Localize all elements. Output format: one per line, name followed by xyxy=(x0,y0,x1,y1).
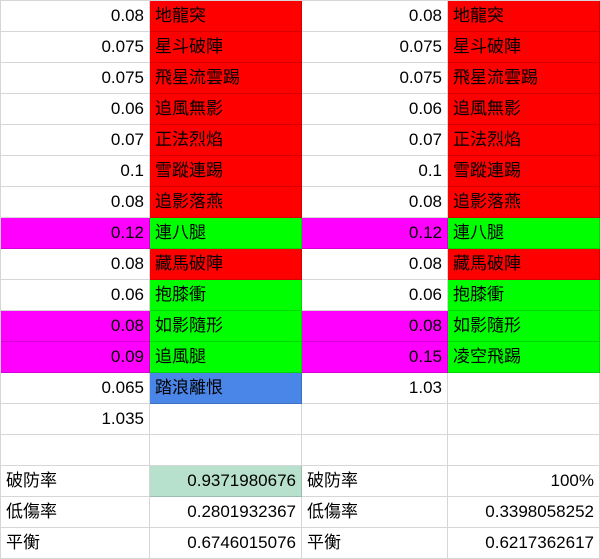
move-name-cell[interactable]: 雪蹤連踢 xyxy=(448,156,600,187)
move-value-cell[interactable]: 0.08 xyxy=(1,187,150,218)
move-value-cell[interactable]: 0.08 xyxy=(302,249,448,280)
stat-label-cell[interactable]: 破防率 xyxy=(1,466,150,497)
move-value-cell[interactable]: 0.09 xyxy=(1,342,150,373)
move-value-cell[interactable]: 0.08 xyxy=(1,249,150,280)
move-name-cell[interactable]: 星斗破陣 xyxy=(150,32,302,63)
empty-cell[interactable] xyxy=(1,435,150,466)
move-name-cell[interactable]: 飛星流雲踢 xyxy=(448,63,600,94)
move-name-cell[interactable]: 追風無影 xyxy=(150,94,302,125)
move-value-cell[interactable]: 0.06 xyxy=(302,94,448,125)
empty-cell[interactable] xyxy=(448,435,600,466)
stat-label-cell[interactable]: 低傷率 xyxy=(1,497,150,528)
empty-cell[interactable] xyxy=(448,404,600,435)
move-name-cell[interactable]: 抱膝衝 xyxy=(448,280,600,311)
move-value-cell[interactable]: 0.08 xyxy=(302,1,448,32)
empty-cell[interactable] xyxy=(302,435,448,466)
move-name-cell[interactable]: 連八腿 xyxy=(448,218,600,249)
stat-value-cell[interactable]: 0.9371980676 xyxy=(150,466,302,497)
move-name-cell[interactable]: 正法烈焰 xyxy=(448,125,600,156)
move-name-cell[interactable]: 正法烈焰 xyxy=(150,125,302,156)
move-value-cell[interactable]: 0.075 xyxy=(1,63,150,94)
move-value-cell[interactable]: 0.12 xyxy=(1,218,150,249)
move-name-cell[interactable]: 凌空飛踢 xyxy=(448,342,600,373)
move-name-cell[interactable]: 如影隨形 xyxy=(150,311,302,342)
move-value-cell[interactable]: 0.1 xyxy=(302,156,448,187)
stat-label-cell[interactable]: 破防率 xyxy=(302,466,448,497)
move-value-cell[interactable]: 0.08 xyxy=(1,311,150,342)
empty-cell[interactable] xyxy=(150,404,302,435)
stat-label-cell[interactable]: 平衡 xyxy=(302,528,448,559)
move-name-cell[interactable]: 地龍突 xyxy=(448,1,600,32)
empty-cell[interactable] xyxy=(302,404,448,435)
move-name-cell[interactable]: 抱膝衝 xyxy=(150,280,302,311)
move-value-cell[interactable]: 0.07 xyxy=(302,125,448,156)
total-value-cell[interactable]: 1.03 xyxy=(302,373,448,404)
stat-value-cell[interactable]: 0.6746015076 xyxy=(150,528,302,559)
move-value-cell[interactable]: 0.08 xyxy=(302,187,448,218)
move-value-cell[interactable]: 0.06 xyxy=(302,280,448,311)
move-name-cell[interactable]: 星斗破陣 xyxy=(448,32,600,63)
stat-label-cell[interactable]: 低傷率 xyxy=(302,497,448,528)
stat-value-cell[interactable]: 0.3398058252 xyxy=(448,497,600,528)
move-value-cell[interactable]: 0.06 xyxy=(1,280,150,311)
move-name-cell[interactable]: 地龍突 xyxy=(150,1,302,32)
move-name-cell[interactable]: 追風無影 xyxy=(448,94,600,125)
empty-cell[interactable] xyxy=(150,435,302,466)
move-value-cell[interactable]: 0.075 xyxy=(302,63,448,94)
move-name-cell[interactable]: 追影落燕 xyxy=(150,187,302,218)
move-name-cell[interactable]: 雪蹤連踢 xyxy=(150,156,302,187)
move-name-cell[interactable]: 踏浪離恨 xyxy=(150,373,302,404)
move-value-cell[interactable]: 0.075 xyxy=(302,32,448,63)
empty-cell[interactable] xyxy=(448,373,600,404)
move-name-cell[interactable]: 連八腿 xyxy=(150,218,302,249)
move-name-cell[interactable]: 飛星流雲踢 xyxy=(150,63,302,94)
stat-value-cell[interactable]: 0.2801932367 xyxy=(150,497,302,528)
move-value-cell[interactable]: 0.08 xyxy=(302,311,448,342)
move-value-cell[interactable]: 0.06 xyxy=(1,94,150,125)
move-value-cell[interactable]: 0.07 xyxy=(1,125,150,156)
total-value-cell[interactable]: 1.035 xyxy=(1,404,150,435)
move-name-cell[interactable]: 如影隨形 xyxy=(448,311,600,342)
move-name-cell[interactable]: 藏馬破陣 xyxy=(150,249,302,280)
move-name-cell[interactable]: 藏馬破陣 xyxy=(448,249,600,280)
move-value-cell[interactable]: 0.065 xyxy=(1,373,150,404)
move-name-cell[interactable]: 追風腿 xyxy=(150,342,302,373)
stat-value-cell[interactable]: 100% xyxy=(448,466,600,497)
move-value-cell[interactable]: 0.12 xyxy=(302,218,448,249)
move-name-cell[interactable]: 追影落燕 xyxy=(448,187,600,218)
stat-value-cell[interactable]: 0.6217362617 xyxy=(448,528,600,559)
move-value-cell[interactable]: 0.08 xyxy=(1,1,150,32)
move-value-cell[interactable]: 0.15 xyxy=(302,342,448,373)
move-value-cell[interactable]: 0.075 xyxy=(1,32,150,63)
move-value-cell[interactable]: 0.1 xyxy=(1,156,150,187)
stat-label-cell[interactable]: 平衡 xyxy=(1,528,150,559)
